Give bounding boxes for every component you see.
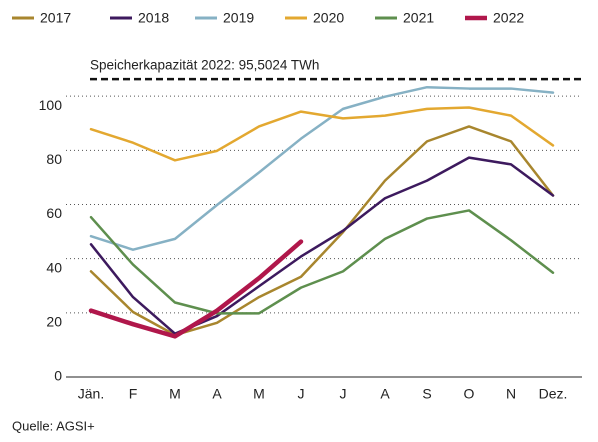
legend-label: 2018 [138,10,169,26]
x-tick-label: S [422,386,431,402]
x-tick-label: A [212,386,222,402]
series-line [88,239,304,339]
legend-label: 2021 [403,10,434,26]
y-tick-label: 0 [54,368,62,384]
y-tick-label: 100 [39,97,63,113]
y-tick-label: 60 [46,205,62,221]
series-line [89,85,555,251]
legend-label: 2017 [40,10,71,26]
x-tick-label: J [298,386,305,402]
y-tick-label: 20 [46,314,62,330]
x-tick-label: M [253,386,265,402]
legend-label: 2020 [313,10,344,26]
legend-label: 2022 [493,10,524,26]
series-line [89,106,555,162]
series-line [89,209,555,315]
legend-label: 2019 [223,10,254,26]
series-line [89,156,555,335]
y-tick-label: 80 [46,151,62,167]
x-tick-label: Jän. [78,386,104,402]
reference-label: Speicherkapazität 2022: 95,5024 TWh [90,58,319,73]
source: Quelle: AGSI+ [12,418,95,433]
x-tick-label: F [129,386,138,402]
series-line [89,125,555,337]
x-tick-label: N [506,386,516,402]
x-tick-label: M [169,386,181,402]
x-tick-label: A [380,386,390,402]
x-tick-label: J [340,386,347,402]
x-tick-label: O [464,386,475,402]
y-tick-label: 40 [46,259,62,275]
x-tick-label: Dez. [539,386,568,402]
